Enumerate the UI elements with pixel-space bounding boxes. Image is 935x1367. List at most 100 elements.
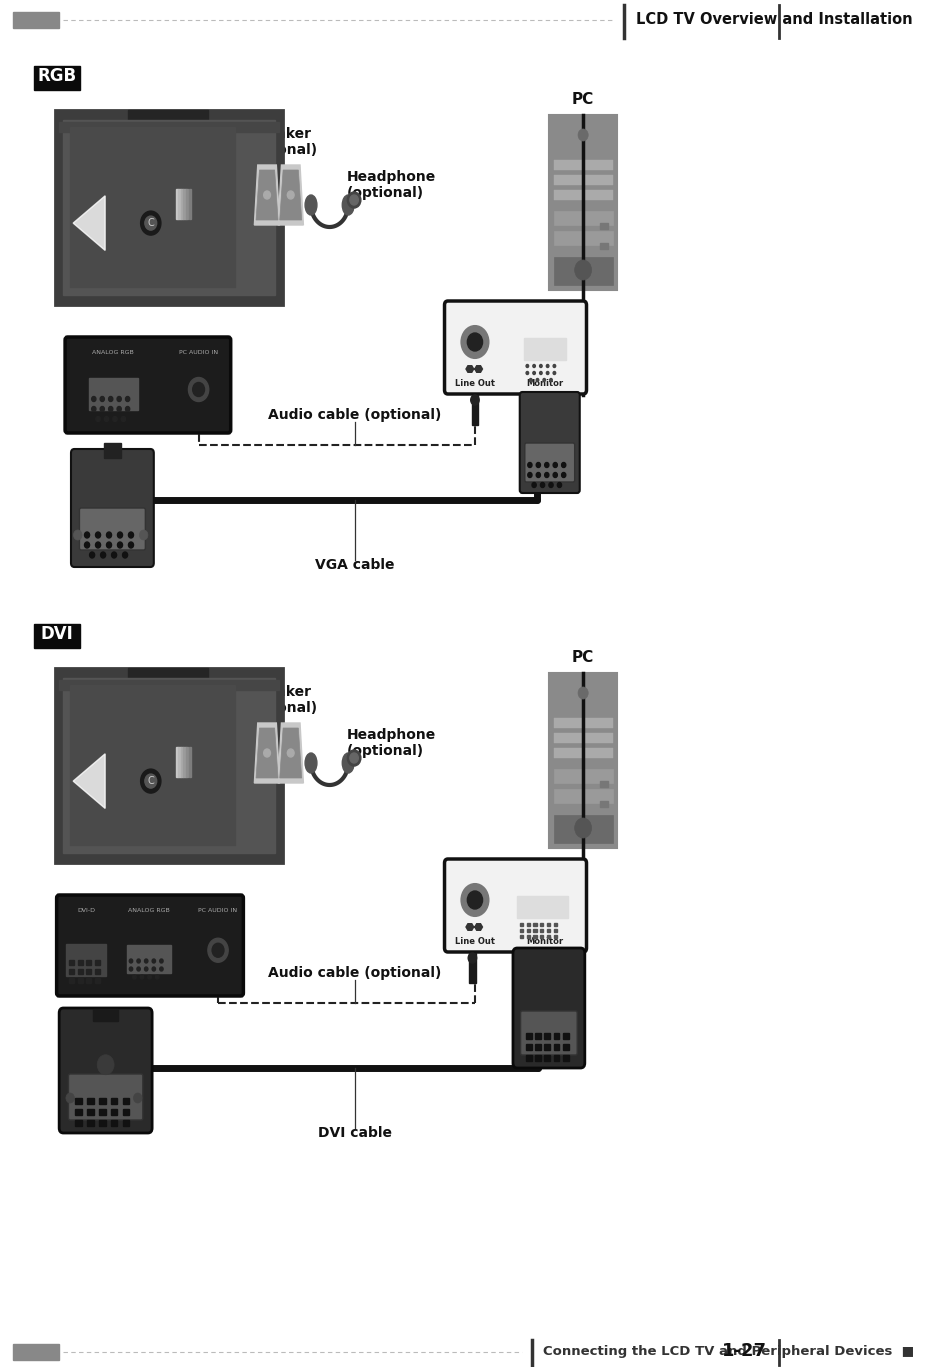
Circle shape bbox=[526, 365, 528, 368]
Circle shape bbox=[526, 372, 528, 375]
Circle shape bbox=[134, 1094, 142, 1103]
Bar bbox=[179, 189, 180, 219]
Polygon shape bbox=[73, 195, 105, 250]
Bar bbox=[13, 1344, 59, 1360]
Bar bbox=[554, 923, 557, 925]
Circle shape bbox=[264, 749, 270, 757]
Circle shape bbox=[92, 406, 96, 411]
Bar bbox=[600, 801, 609, 807]
Bar bbox=[540, 935, 543, 938]
Circle shape bbox=[533, 372, 536, 375]
Text: C: C bbox=[148, 776, 154, 786]
Circle shape bbox=[122, 417, 125, 421]
Bar bbox=[554, 1055, 559, 1061]
FancyBboxPatch shape bbox=[525, 443, 575, 483]
Bar bbox=[176, 189, 178, 219]
Circle shape bbox=[160, 960, 163, 962]
Text: PC: PC bbox=[572, 92, 595, 107]
Bar bbox=[34, 623, 80, 648]
Circle shape bbox=[462, 325, 488, 358]
Text: Speaker
(optional): Speaker (optional) bbox=[240, 685, 318, 715]
Circle shape bbox=[557, 483, 562, 488]
Circle shape bbox=[108, 406, 113, 411]
Circle shape bbox=[100, 406, 105, 411]
Bar bbox=[554, 190, 612, 200]
Circle shape bbox=[350, 753, 358, 763]
Polygon shape bbox=[254, 723, 280, 783]
Circle shape bbox=[554, 365, 555, 368]
Circle shape bbox=[546, 365, 549, 368]
Text: PC AUDIO IN: PC AUDIO IN bbox=[198, 908, 237, 913]
Text: Audio cable (optional): Audio cable (optional) bbox=[268, 966, 441, 980]
Bar bbox=[78, 969, 83, 973]
Circle shape bbox=[108, 396, 113, 402]
Text: Connecting the LCD TV and Peripheral Devices  ■: Connecting the LCD TV and Peripheral Dev… bbox=[543, 1345, 914, 1357]
Text: DVI-D: DVI-D bbox=[78, 908, 95, 913]
Circle shape bbox=[554, 473, 557, 477]
Bar bbox=[59, 679, 279, 690]
Circle shape bbox=[152, 966, 155, 971]
Text: DVI cable: DVI cable bbox=[318, 1126, 392, 1140]
Circle shape bbox=[264, 191, 270, 200]
Bar bbox=[110, 1098, 118, 1105]
Circle shape bbox=[152, 960, 155, 962]
Bar bbox=[189, 189, 191, 219]
FancyBboxPatch shape bbox=[513, 947, 584, 1068]
Circle shape bbox=[122, 552, 127, 558]
Ellipse shape bbox=[305, 195, 317, 215]
Circle shape bbox=[527, 473, 532, 477]
FancyBboxPatch shape bbox=[68, 1074, 143, 1120]
Bar bbox=[86, 960, 92, 965]
Bar bbox=[535, 1044, 540, 1050]
Circle shape bbox=[212, 943, 224, 957]
Bar bbox=[94, 977, 100, 983]
Circle shape bbox=[137, 966, 140, 971]
Circle shape bbox=[527, 462, 532, 468]
Bar bbox=[563, 1033, 568, 1039]
FancyBboxPatch shape bbox=[520, 392, 580, 493]
Circle shape bbox=[117, 396, 122, 402]
Bar bbox=[128, 109, 208, 124]
Bar bbox=[69, 969, 75, 973]
Bar bbox=[526, 935, 530, 938]
Circle shape bbox=[532, 483, 536, 488]
Bar bbox=[544, 1033, 550, 1039]
Text: Audio cable (optional): Audio cable (optional) bbox=[268, 407, 441, 422]
Bar bbox=[55, 109, 283, 305]
Bar bbox=[544, 1055, 550, 1061]
Bar bbox=[533, 935, 537, 938]
Circle shape bbox=[347, 191, 361, 208]
Circle shape bbox=[462, 884, 488, 916]
Bar bbox=[547, 935, 550, 938]
Text: or: or bbox=[242, 746, 257, 760]
Circle shape bbox=[540, 483, 545, 488]
FancyBboxPatch shape bbox=[65, 338, 231, 433]
Circle shape bbox=[101, 552, 106, 558]
Circle shape bbox=[536, 379, 539, 381]
Bar bbox=[99, 1120, 106, 1126]
Bar bbox=[550, 673, 617, 848]
Circle shape bbox=[140, 770, 161, 793]
Polygon shape bbox=[280, 729, 302, 778]
Circle shape bbox=[189, 377, 209, 402]
FancyBboxPatch shape bbox=[444, 858, 586, 951]
Bar bbox=[550, 115, 617, 290]
Circle shape bbox=[575, 260, 592, 280]
Bar bbox=[600, 243, 609, 249]
Bar bbox=[69, 977, 75, 983]
Bar bbox=[110, 1120, 118, 1126]
Circle shape bbox=[550, 379, 553, 381]
Bar bbox=[525, 1044, 532, 1050]
Bar bbox=[89, 379, 137, 410]
Circle shape bbox=[145, 774, 157, 789]
Circle shape bbox=[129, 966, 133, 971]
Circle shape bbox=[145, 216, 157, 230]
Circle shape bbox=[347, 750, 361, 766]
Circle shape bbox=[125, 406, 130, 411]
Bar bbox=[128, 668, 208, 684]
Bar bbox=[525, 1033, 532, 1039]
Circle shape bbox=[118, 541, 122, 548]
Bar bbox=[520, 923, 523, 925]
Polygon shape bbox=[278, 165, 303, 226]
Circle shape bbox=[578, 128, 588, 141]
